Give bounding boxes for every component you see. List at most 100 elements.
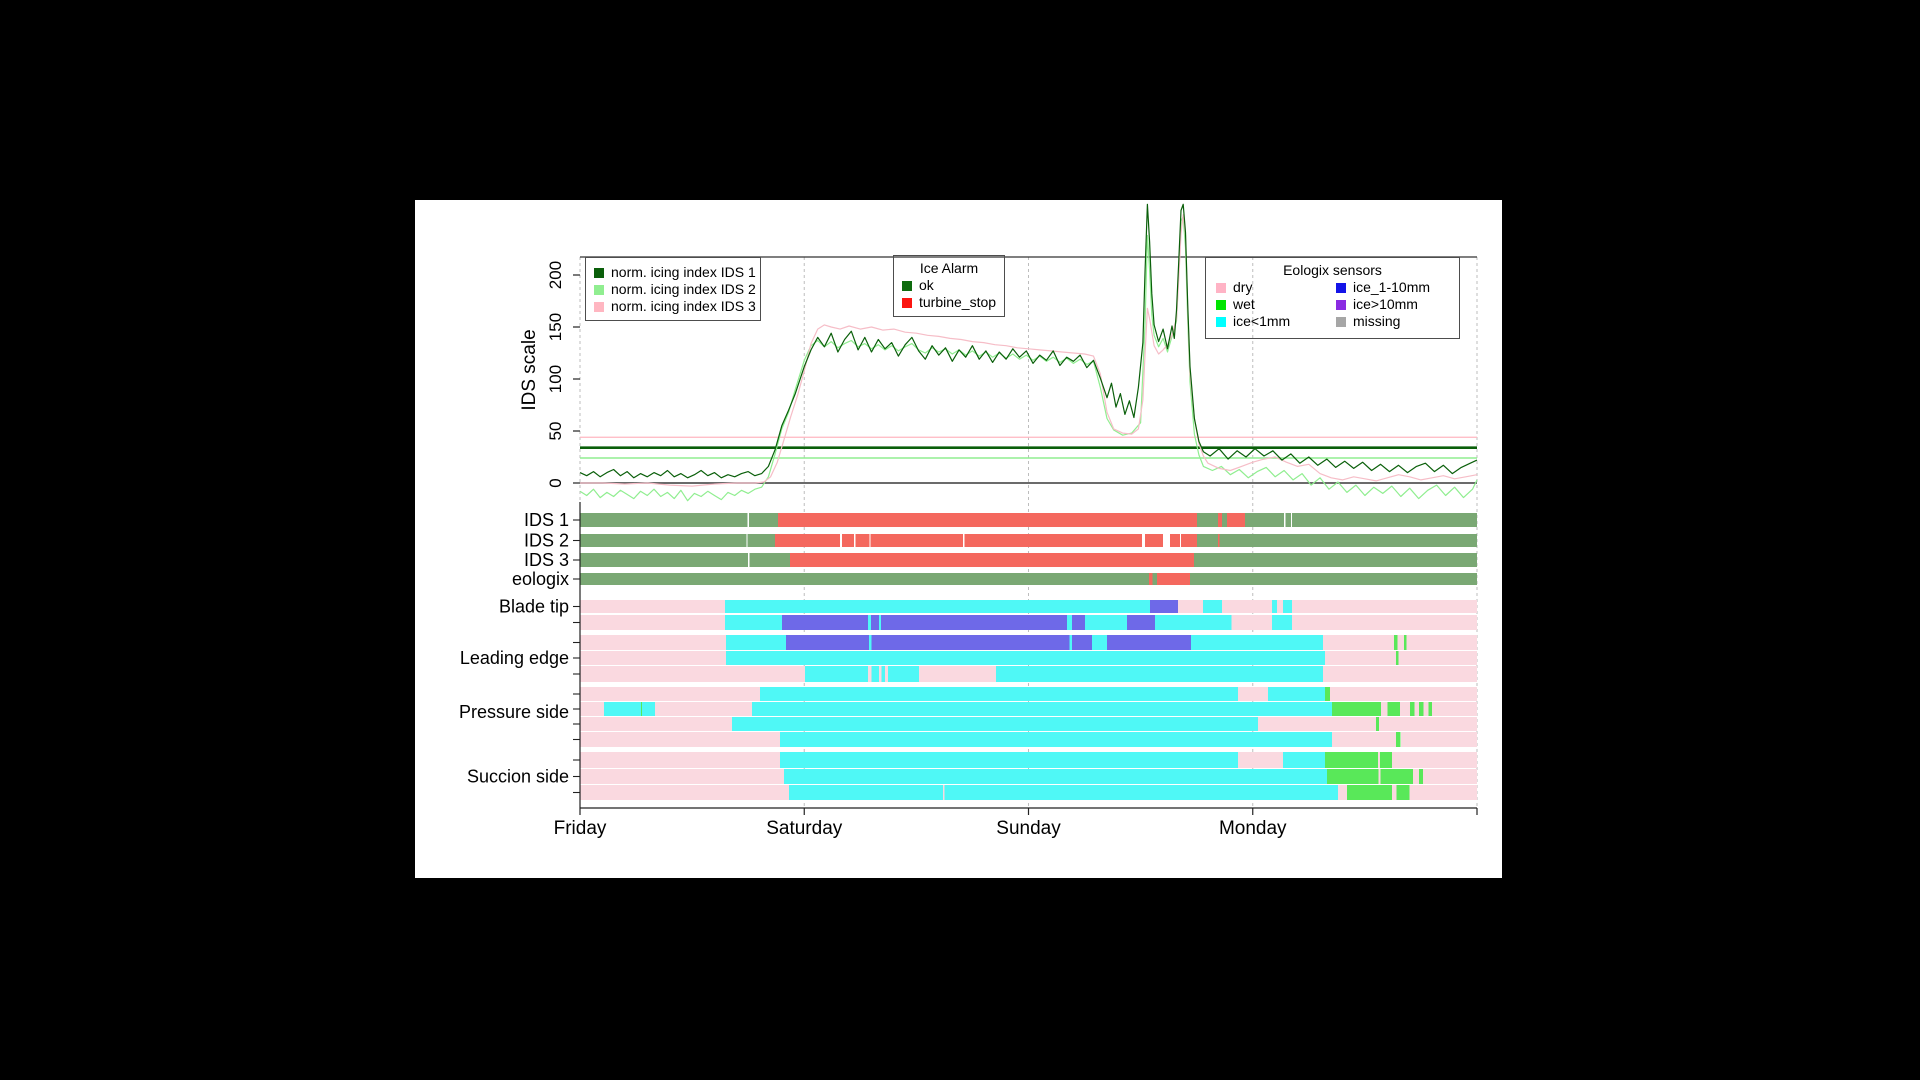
legend-icing-items: norm. icing index IDS 1 norm. icing index…: [594, 264, 756, 315]
status-segment-ice_1-10mm: [1126, 615, 1155, 630]
status-segment-ice<1mm: [871, 666, 879, 682]
status-segment-turbine_stop: [870, 534, 963, 547]
status-segment-ice<1mm: [1092, 635, 1107, 650]
status-segment-turbine_stop: [1218, 534, 1220, 547]
status-segment-ice<1mm: [642, 702, 655, 716]
row-label: Succion side: [467, 767, 569, 787]
status-segment-turbine_stop: [790, 553, 1194, 567]
status-segment-ice<1mm: [1283, 600, 1292, 613]
status-segment-dry: [1322, 666, 1477, 682]
status-segment-wet: [1380, 752, 1392, 768]
legend-item: dry: [1216, 279, 1328, 296]
status-segment-ice<1mm: [1067, 615, 1072, 630]
status-segment-dry: [1338, 785, 1347, 800]
status-segment-dry: [580, 702, 604, 716]
status-segment-dry: [1379, 717, 1477, 731]
status-segment-wet: [1396, 785, 1410, 800]
legend-item: norm. icing index IDS 3: [594, 298, 756, 315]
status-segment-dry: [1432, 702, 1477, 716]
status-segment-dry: [1400, 702, 1411, 716]
status-segment-wet: [1404, 635, 1407, 650]
status-segment-dry: [580, 752, 780, 768]
status-segment-dry: [580, 785, 789, 800]
status-segment-dry: [1397, 635, 1405, 650]
status-segment-ok: [1194, 553, 1477, 567]
status-segment-ok: [1197, 534, 1218, 547]
status-segment-dry: [1237, 752, 1283, 768]
legend-ice-alarm: Ice Alarm ok turbine_stop: [893, 255, 1005, 317]
status-segment-turbine_stop: [841, 534, 855, 547]
legend-item-label: ice<1mm: [1233, 313, 1291, 329]
status-segment-dry: [885, 666, 888, 682]
status-segment-ice<1mm: [780, 732, 1332, 747]
legend-swatch-icon: [1216, 316, 1226, 327]
y-tick-label: 200: [546, 261, 565, 289]
status-segment-ok: [580, 534, 747, 547]
status-segment-dry: [1277, 600, 1284, 613]
status-segment-ice<1mm: [1069, 635, 1072, 650]
status-segment-ice<1mm: [1272, 615, 1292, 630]
status-segment-ice<1mm: [752, 702, 1332, 716]
status-segment-dry: [580, 732, 780, 747]
row-label: Blade tip: [499, 597, 569, 617]
status-segment-ice<1mm: [760, 687, 1238, 701]
x-tick-label: Friday: [554, 818, 607, 839]
status-segment-dry: [580, 687, 761, 701]
legend-swatch-icon: [1336, 299, 1346, 310]
status-segment-dry: [919, 666, 996, 682]
legend-item: ice>10mm: [1336, 296, 1449, 313]
y-tick-label: 150: [546, 313, 565, 341]
status-segment-ice<1mm: [867, 615, 871, 630]
status-segment-ice<1mm: [944, 785, 1338, 800]
status-segment-turbine_stop: [1227, 513, 1245, 527]
status-segment-dry: [878, 666, 882, 682]
status-segment-wet: [1410, 702, 1415, 716]
y-axis-title: IDS scale: [519, 329, 540, 410]
legend-item-label: ice>10mm: [1353, 296, 1418, 312]
status-segment-wet: [1419, 702, 1424, 716]
status-segment-dry: [1409, 785, 1477, 800]
status-segment-ice_1-10mm: [782, 615, 868, 630]
status-segment-dry: [868, 666, 872, 682]
status-segment-wet: [1325, 687, 1331, 701]
status-segment-dry: [1292, 615, 1477, 630]
legend-item-label: norm. icing index IDS 2: [611, 281, 756, 297]
status-segment-turbine_stop: [778, 513, 1198, 527]
series-line-1: [579, 203, 1478, 479]
status-segment-dry: [943, 785, 945, 800]
y-tick-label: 0: [546, 478, 565, 487]
legend-swatch-icon: [1336, 282, 1346, 293]
y-tick-label: 50: [546, 422, 565, 441]
status-segment-ok: [1197, 513, 1218, 527]
legend-swatch-icon: [1216, 282, 1226, 293]
status-segment-ok: [580, 513, 748, 527]
status-segment-ice<1mm: [604, 702, 641, 716]
status-segment-wet: [1395, 651, 1399, 665]
status-segment-ok: [1219, 534, 1477, 547]
status-segment-dry: [1423, 702, 1429, 716]
legend-item: ice<1mm: [1216, 313, 1328, 330]
status-segment-ice<1mm: [725, 600, 1150, 613]
status-segment-ice_1-10mm: [786, 635, 869, 650]
status-segment-dry: [1381, 702, 1388, 716]
y-tick-label: 100: [546, 365, 565, 393]
status-segment-dry: [1423, 769, 1477, 784]
legend-eologix-sensors: Eologix sensors dry wet ice<1mm ice_1-10mm i…: [1205, 257, 1460, 339]
legend-icing-index: norm. icing index IDS 1 norm. icing index…: [585, 257, 761, 321]
status-segment-dry: [1222, 600, 1272, 613]
row-label: Leading edge: [460, 648, 569, 668]
legend-item-label: dry: [1233, 279, 1253, 295]
status-segment-ok: [1292, 513, 1477, 527]
status-segment-ice<1mm: [1191, 635, 1323, 650]
status-segment-ice<1mm: [878, 615, 881, 630]
row-label: IDS 2: [524, 531, 569, 551]
legend-swatch-icon: [594, 284, 604, 295]
status-segment-dry: [1406, 635, 1477, 650]
legend-item: missing: [1336, 313, 1449, 330]
status-segment-dry: [580, 635, 726, 650]
status-segment-turbine_stop: [775, 534, 840, 547]
status-segment-wet: [1380, 769, 1414, 784]
status-segment-ice_1-10mm: [880, 615, 1067, 630]
status-segment-dry: [1392, 752, 1477, 768]
